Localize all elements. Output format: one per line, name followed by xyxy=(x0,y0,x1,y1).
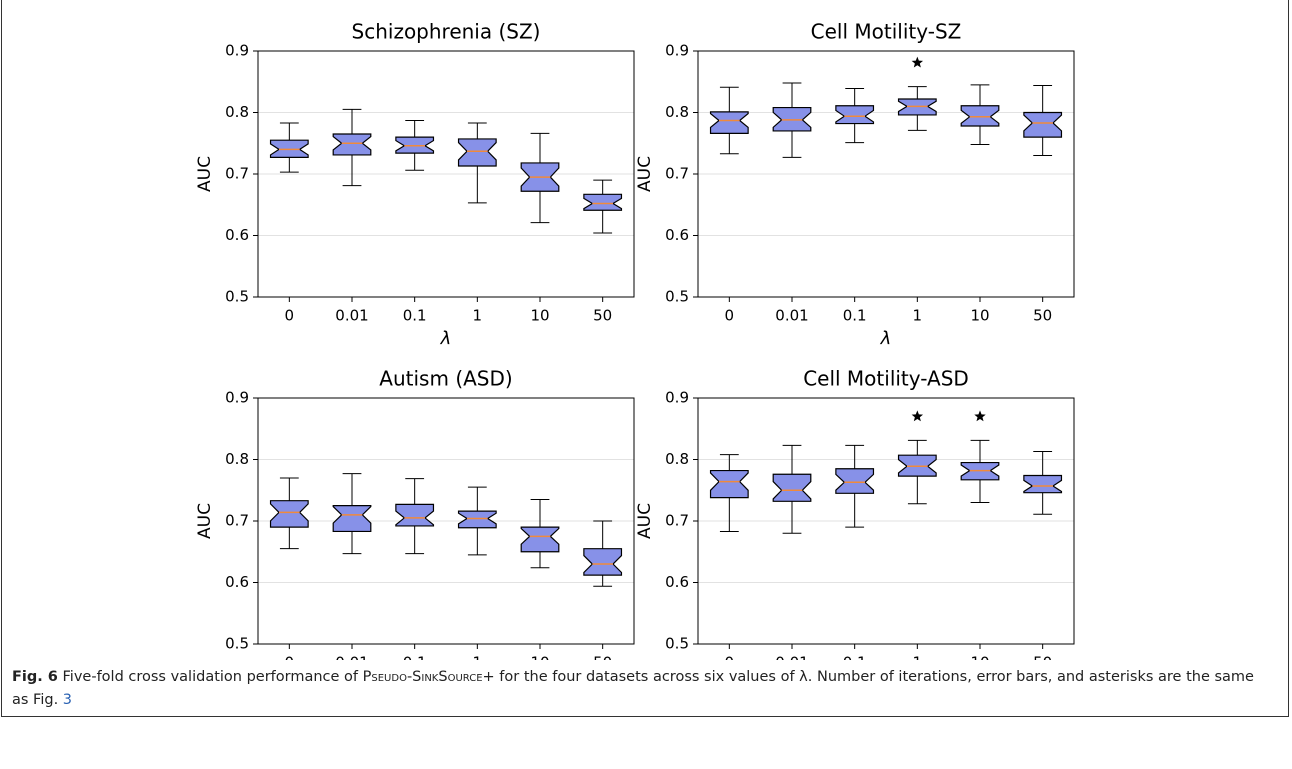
figure-frame xyxy=(1,0,1289,717)
x-tick-label: 1 xyxy=(473,307,483,325)
y-tick-label: 0.6 xyxy=(225,226,249,244)
y-axis-label: AUC xyxy=(195,156,215,192)
x-tick-label: 10 xyxy=(970,307,989,325)
x-tick-label: 0.01 xyxy=(335,654,368,661)
box xyxy=(457,138,497,167)
x-axis-label: λ xyxy=(440,328,452,349)
caption-text: Five-fold cross validation performance o… xyxy=(62,669,363,685)
y-tick-label: 0.8 xyxy=(665,450,689,468)
y-tick-label: 0.8 xyxy=(665,103,689,121)
y-axis-label: AUC xyxy=(635,156,655,192)
x-tick-label: 0.01 xyxy=(775,307,808,325)
method-name: Pseudo-SinkSource+ xyxy=(362,669,495,685)
box xyxy=(835,105,875,125)
caption-label: Fig. 6 xyxy=(12,669,58,685)
axes-frame xyxy=(257,50,635,298)
y-tick-label: 0.9 xyxy=(225,42,249,60)
x-tick-label: 50 xyxy=(593,654,612,661)
box xyxy=(709,469,749,499)
axes-frame xyxy=(697,397,1075,645)
box xyxy=(583,548,623,576)
x-tick-label: 0.01 xyxy=(775,654,808,661)
y-tick-label: 0.7 xyxy=(665,512,689,530)
x-tick-label: 0.1 xyxy=(843,654,867,661)
box xyxy=(772,473,812,502)
y-tick-label: 0.9 xyxy=(225,389,249,407)
y-tick-label: 0.6 xyxy=(665,226,689,244)
axes-frame xyxy=(257,397,635,645)
x-tick-label: 50 xyxy=(1033,654,1052,661)
x-tick-label: 0 xyxy=(285,307,295,325)
y-tick-label: 0.7 xyxy=(665,165,689,183)
box xyxy=(835,468,875,494)
chart-title: Autism (ASD) xyxy=(379,367,512,391)
y-tick-label: 0.6 xyxy=(665,573,689,591)
x-tick-label: 1 xyxy=(913,307,923,325)
chart-title: Schizophrenia (SZ) xyxy=(352,20,541,44)
figure: Schizophrenia (SZ) 0.5 0.6 0.7 0.8 0.9 AUC λ 0 0.… xyxy=(195,20,1075,661)
box xyxy=(960,105,1000,127)
x-tick-label: 10 xyxy=(970,654,989,661)
significance-star xyxy=(974,410,986,422)
x-tick-label: 0.1 xyxy=(403,307,427,325)
x-tick-label: 10 xyxy=(530,654,549,661)
chart-title: Cell Motility-SZ xyxy=(811,20,962,44)
significance-star xyxy=(911,410,924,422)
x-tick-label: 0.1 xyxy=(403,654,427,661)
box xyxy=(583,193,623,211)
y-tick-label: 0.5 xyxy=(665,288,689,306)
caption-text: for the four datasets across six values … xyxy=(12,669,1254,708)
figure-link[interactable]: 3 xyxy=(62,692,73,708)
x-tick-label: 50 xyxy=(1033,307,1052,325)
x-tick-label: 10 xyxy=(530,307,549,325)
chart-title: Cell Motility-ASD xyxy=(803,367,969,391)
y-tick-label: 0.5 xyxy=(225,288,249,306)
box xyxy=(332,505,372,533)
y-axis-label: AUC xyxy=(195,503,215,539)
y-tick-label: 0.5 xyxy=(665,635,689,653)
box xyxy=(520,526,560,553)
box xyxy=(269,500,309,528)
box xyxy=(709,111,749,135)
axes-frame xyxy=(697,50,1075,298)
y-tick-label: 0.9 xyxy=(665,42,689,60)
y-tick-label: 0.6 xyxy=(225,573,249,591)
box xyxy=(395,503,435,527)
box xyxy=(332,133,372,156)
y-tick-label: 0.9 xyxy=(665,389,689,407)
y-tick-label: 0.5 xyxy=(225,635,249,653)
y-tick-label: 0.8 xyxy=(225,103,249,121)
x-tick-label: 0 xyxy=(725,654,735,661)
x-tick-label: 1 xyxy=(913,654,923,661)
caption: Fig. 6 Five-fold cross validation perfor… xyxy=(12,666,1262,712)
x-tick-label: 0 xyxy=(285,654,295,661)
x-tick-label: 0 xyxy=(725,307,735,325)
y-axis-label: AUC xyxy=(635,503,655,539)
significance-star xyxy=(911,56,924,68)
x-axis-label: λ xyxy=(880,328,892,349)
x-tick-label: 0.1 xyxy=(843,307,867,325)
box xyxy=(1023,474,1063,494)
x-tick-label: 50 xyxy=(593,307,612,325)
box xyxy=(1023,111,1063,138)
x-tick-label: 1 xyxy=(473,654,483,661)
x-tick-label: 0.01 xyxy=(335,307,368,325)
y-tick-label: 0.7 xyxy=(225,165,249,183)
box xyxy=(457,510,497,529)
y-tick-label: 0.7 xyxy=(225,512,249,530)
y-tick-label: 0.8 xyxy=(225,450,249,468)
